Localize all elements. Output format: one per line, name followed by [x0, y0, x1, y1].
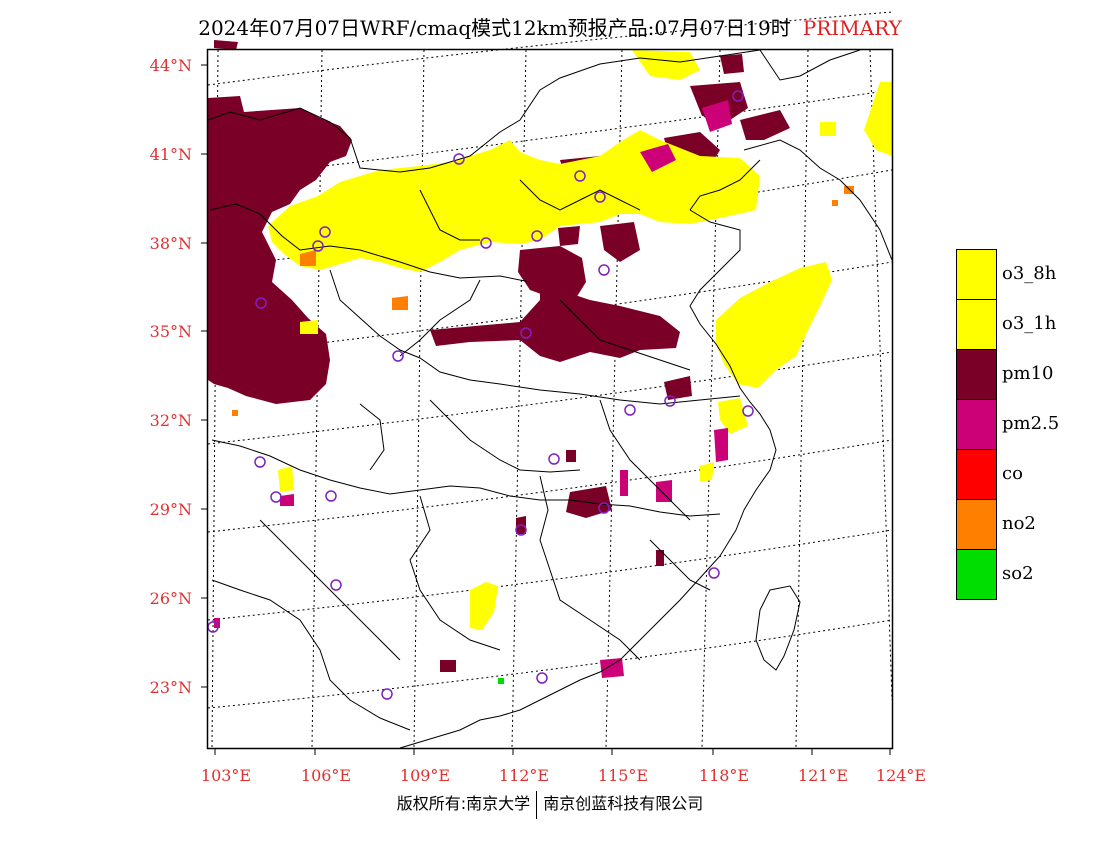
lon-label: 124°E [875, 766, 927, 785]
legend-swatch [956, 549, 997, 600]
lon-label: 106°E [300, 766, 352, 785]
lat-label: 26°N [149, 589, 192, 608]
lat-label: 32°N [149, 411, 192, 430]
o3-layer [268, 50, 892, 630]
copyright-footer: 版权所有:南京大学 南京创蓝科技有限公司 [0, 790, 1100, 819]
pm25-layer [214, 100, 732, 678]
lat-label: 44°N [149, 56, 192, 75]
lon-label: 118°E [698, 766, 750, 785]
legend-label: pm2.5 [1002, 413, 1060, 434]
boundaries [207, 49, 893, 749]
pm10-layer [208, 40, 790, 672]
no2-layer [232, 186, 854, 416]
title-tag: PRIMARY [802, 16, 902, 40]
lat-label: 41°N [149, 145, 192, 164]
axis-ticks [201, 64, 891, 755]
legend-swatch [956, 299, 997, 350]
station-markers [207, 90, 754, 700]
legend-label: o3_1h [1002, 313, 1057, 334]
legend-label: pm10 [1002, 363, 1054, 384]
lon-label: 109°E [399, 766, 451, 785]
legend-label: so2 [1002, 563, 1034, 584]
copyright-right: 南京创蓝科技有限公司 [543, 794, 704, 813]
lat-label: 23°N [149, 678, 192, 697]
so2-layer [498, 678, 504, 684]
lat-label: 35°N [149, 322, 192, 341]
lat-label: 29°N [149, 500, 192, 519]
lon-label: 121°E [797, 766, 849, 785]
title-text: 2024年07月07日WRF/cmaq模式12km预报产品:07月07日19时 [198, 16, 791, 40]
map-frame [206, 48, 894, 750]
lat-label: 38°N [149, 234, 192, 253]
legend-swatch [956, 449, 997, 500]
legend-label: no2 [1002, 513, 1036, 534]
legend-swatch [956, 349, 997, 400]
legend-label: co [1002, 463, 1023, 484]
legend-label: o3_8h [1002, 263, 1057, 284]
copyright-left: 版权所有:南京大学 [396, 794, 531, 813]
map-title: 2024年07月07日WRF/cmaq模式12km预报产品:07月07日19时 P… [0, 12, 1100, 41]
lon-label: 103°E [200, 766, 252, 785]
legend-swatch [956, 499, 997, 550]
footer-divider [536, 790, 538, 819]
legend-swatch [956, 399, 997, 450]
lon-label: 115°E [597, 766, 649, 785]
lon-label: 112°E [498, 766, 550, 785]
legend-swatch [956, 249, 997, 300]
